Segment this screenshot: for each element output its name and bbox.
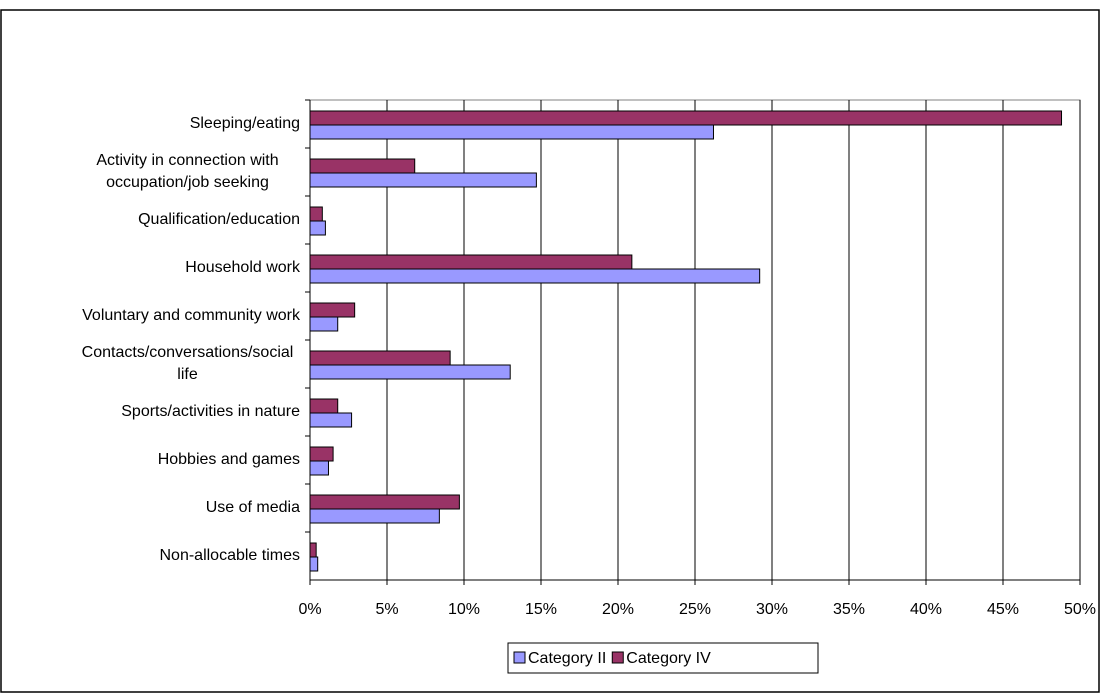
bar bbox=[309, 254, 633, 270]
x-tick-label: 35% bbox=[833, 601, 865, 618]
bar bbox=[309, 350, 451, 366]
y-tick-label-box: Use of media bbox=[0, 484, 300, 532]
y-tick-label: Sleeping/eating bbox=[189, 115, 300, 132]
bar bbox=[309, 412, 353, 428]
x-tick-label: 15% bbox=[525, 601, 557, 618]
y-tick-label-box: Qualification/education bbox=[0, 196, 300, 244]
x-tick-label: 20% bbox=[602, 601, 634, 618]
bar bbox=[309, 316, 339, 332]
legend-swatch bbox=[611, 651, 624, 664]
bar bbox=[309, 268, 761, 284]
y-tick-label: Non-allocable times bbox=[159, 547, 300, 564]
y-tick-label: Use of media bbox=[205, 499, 300, 516]
bar bbox=[309, 494, 460, 510]
y-tick-label-box: Non-allocable times bbox=[0, 532, 300, 580]
x-tick-label: 40% bbox=[910, 601, 942, 618]
legend-label: Category IV bbox=[626, 650, 711, 667]
x-tick-label: 30% bbox=[756, 601, 788, 618]
bar bbox=[309, 158, 416, 174]
y-tick-label-box: Hobbies and games bbox=[0, 436, 300, 484]
bar bbox=[309, 206, 323, 222]
bar bbox=[309, 398, 339, 414]
x-tick-label: 25% bbox=[679, 601, 711, 618]
legend-box bbox=[507, 642, 819, 674]
x-tick-label: 50% bbox=[1064, 601, 1096, 618]
bar bbox=[309, 364, 511, 380]
bar bbox=[309, 460, 329, 476]
bar bbox=[309, 124, 714, 140]
bar bbox=[309, 220, 326, 236]
bar bbox=[309, 302, 356, 318]
x-tick-label: 45% bbox=[987, 601, 1019, 618]
bar bbox=[309, 556, 319, 572]
chart-border bbox=[0, 9, 1100, 693]
y-tick-label: Qualification/education bbox=[138, 211, 300, 228]
legend-swatch bbox=[513, 651, 526, 664]
bar bbox=[309, 508, 440, 524]
bar bbox=[309, 172, 537, 188]
y-tick-label-box: Household work bbox=[0, 244, 300, 292]
y-tick-label-box: Contacts/conversations/social life bbox=[0, 340, 300, 388]
bar bbox=[309, 446, 334, 462]
y-tick-label: Activity in connection with occupation/j… bbox=[96, 152, 279, 191]
y-tick-label: Voluntary and community work bbox=[82, 307, 300, 324]
y-tick-label: Household work bbox=[185, 259, 300, 276]
legend-label: Category II bbox=[528, 650, 606, 667]
y-tick-label: Contacts/conversations/social life bbox=[81, 344, 294, 383]
y-tick-label: Sports/activities in nature bbox=[121, 403, 300, 420]
y-tick-label-box: Sleeping/eating bbox=[0, 100, 300, 148]
y-tick-label-box: Activity in connection with occupation/j… bbox=[0, 148, 300, 196]
y-tick-label: Hobbies and games bbox=[157, 451, 300, 468]
y-tick-label-box: Sports/activities in nature bbox=[0, 388, 300, 436]
x-tick-label: 0% bbox=[298, 601, 321, 618]
x-tick-label: 5% bbox=[375, 601, 398, 618]
bar bbox=[309, 110, 1063, 126]
x-tick-label: 10% bbox=[448, 601, 480, 618]
bar bbox=[309, 542, 317, 558]
y-tick-label-box: Voluntary and community work bbox=[0, 292, 300, 340]
